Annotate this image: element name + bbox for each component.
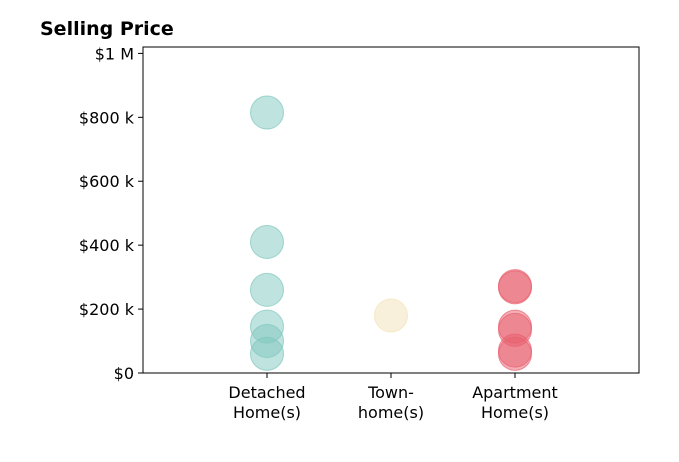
x-tick-label: Detached Home(s) [228, 383, 305, 422]
y-tick-label: $400 k [79, 236, 135, 255]
y-tick-label: $1 M [95, 44, 134, 63]
y-tick-label: $800 k [79, 108, 135, 127]
y-tick-label: $600 k [79, 172, 135, 191]
data-point [498, 270, 532, 305]
x-axis: Detached Home(s) Town-home(s) Apartment Home… [228, 373, 558, 422]
y-tick-label: $200 k [79, 300, 135, 319]
data-point [250, 224, 284, 259]
data-point [250, 95, 284, 130]
x-tick-label: Apartment Home(s) [472, 383, 558, 422]
data-point [250, 336, 284, 371]
x-tick-label: Town-home(s) [358, 383, 424, 422]
chart-title: Selling Price [40, 18, 174, 40]
y-axis: $0 $200 k $400 k $600 k $800 k $1 M [79, 44, 143, 383]
data-points [250, 95, 532, 371]
data-point [374, 298, 408, 333]
data-point [498, 336, 532, 371]
data-point [250, 272, 284, 307]
y-tick-label: $0 [114, 364, 134, 383]
